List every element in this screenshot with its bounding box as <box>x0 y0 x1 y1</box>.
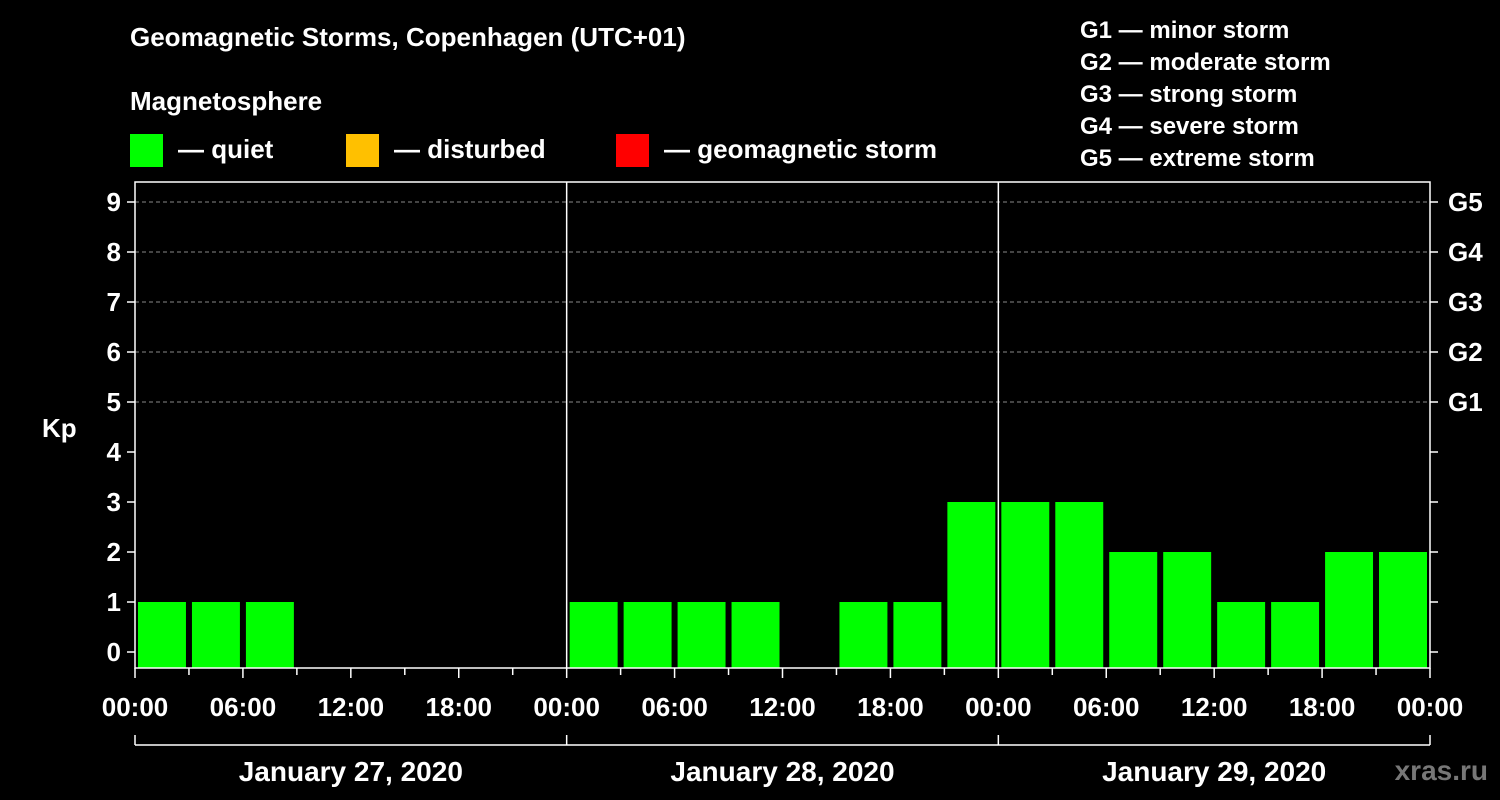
kp-bar <box>1271 602 1320 668</box>
g-scale-label: G1 <box>1448 387 1483 417</box>
kp-bar <box>1163 552 1212 668</box>
x-tick-label: 18:00 <box>426 692 493 722</box>
x-tick-label: 18:00 <box>1289 692 1356 722</box>
y-axis-label: Kp <box>42 413 77 443</box>
x-tick-label: 18:00 <box>857 692 924 722</box>
legend-swatch-quiet <box>130 134 163 167</box>
x-tick-label: 00:00 <box>1397 692 1464 722</box>
legend-label-storm: — geomagnetic storm <box>664 134 938 164</box>
kp-bar <box>1379 552 1427 668</box>
x-tick-label: 12:00 <box>318 692 385 722</box>
day-label: January 29, 2020 <box>1102 756 1326 787</box>
storm-scale-g5: G5 — extreme storm <box>1080 145 1315 172</box>
x-tick-label: 00:00 <box>965 692 1032 722</box>
legend-label-disturbed: — disturbed <box>394 134 546 164</box>
kp-bar <box>191 602 240 668</box>
x-tick-label: 06:00 <box>641 692 708 722</box>
x-tick-label: 06:00 <box>1073 692 1140 722</box>
kp-bar <box>677 602 726 668</box>
kp-bar <box>138 602 186 668</box>
g-scale-label: G5 <box>1448 187 1483 217</box>
kp-bar <box>1055 502 1104 668</box>
kp-bar <box>1109 552 1158 668</box>
storm-scale-g4: G4 — severe storm <box>1080 113 1299 140</box>
storm-scale-g3: G3 — strong storm <box>1080 81 1298 108</box>
y-tick-label: 7 <box>107 287 121 317</box>
kp-bar <box>839 602 888 668</box>
y-tick-label: 3 <box>107 487 121 517</box>
x-tick-label: 00:00 <box>102 692 169 722</box>
y-tick-label: 6 <box>107 337 121 367</box>
legend-swatch-disturbed <box>346 134 379 167</box>
plot-frame <box>134 181 1431 669</box>
y-tick-label: 1 <box>107 587 121 617</box>
day-label: January 28, 2020 <box>670 756 894 787</box>
g-scale-label: G3 <box>1448 287 1483 317</box>
day-label: January 27, 2020 <box>239 756 463 787</box>
page-title: Geomagnetic Storms, Copenhagen (UTC+01) <box>130 22 686 52</box>
kp-bar <box>1001 502 1050 668</box>
legend-label-quiet: — quiet <box>178 134 274 164</box>
storm-scale-g1: G1 — minor storm <box>1080 17 1290 44</box>
magnetosphere-heading: Magnetosphere <box>130 86 323 116</box>
y-tick-label: 9 <box>107 187 121 217</box>
storm-scale-g2: G2 — moderate storm <box>1080 49 1331 76</box>
storm-scale-list: G1 — minor storm G2 — moderate storm G3 … <box>1080 15 1331 175</box>
kp-bar <box>1325 552 1374 668</box>
g-scale-label: G2 <box>1448 337 1483 367</box>
kp-bar <box>731 602 780 668</box>
kp-bar <box>245 602 294 668</box>
kp-bar <box>1217 602 1266 668</box>
watermark: xras.ru <box>1394 755 1488 786</box>
x-tick-label: 12:00 <box>1181 692 1248 722</box>
y-tick-label: 4 <box>107 437 122 467</box>
legend-swatch-storm <box>616 134 649 167</box>
g-scale-label: G4 <box>1448 237 1483 267</box>
x-tick-label: 06:00 <box>210 692 277 722</box>
kp-bar <box>569 602 618 668</box>
x-tick-label: 12:00 <box>749 692 816 722</box>
kp-bar <box>947 502 996 668</box>
y-tick-label: 2 <box>107 537 121 567</box>
kp-bar <box>623 602 672 668</box>
y-tick-label: 0 <box>107 637 121 667</box>
y-tick-label: 8 <box>107 237 121 267</box>
kp-bar <box>893 602 942 668</box>
y-tick-label: 5 <box>107 387 121 417</box>
x-tick-label: 00:00 <box>533 692 600 722</box>
